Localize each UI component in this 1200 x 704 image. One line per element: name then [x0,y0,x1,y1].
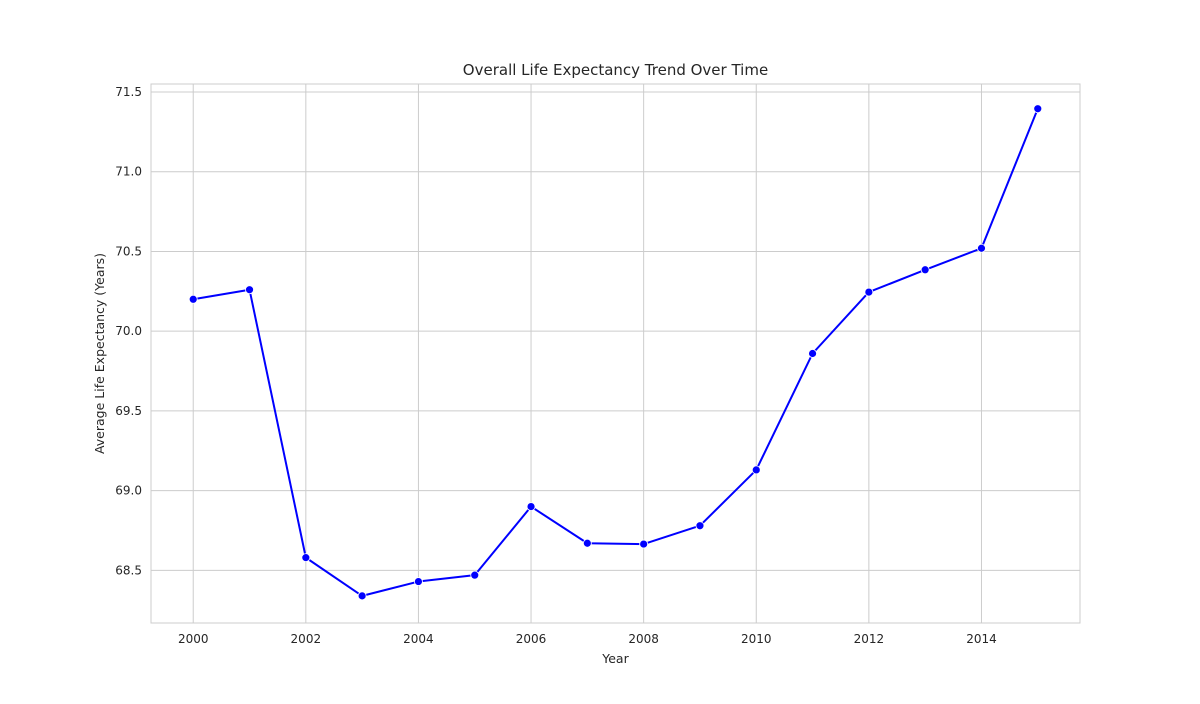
x-tick-label: 2002 [291,632,322,646]
data-point-marker [414,577,423,586]
data-point-marker [639,539,649,549]
data-point-marker [245,285,254,295]
data-point-marker [695,521,705,531]
data-point-marker [1033,104,1043,114]
x-tick-label: 2000 [178,632,209,646]
chart-title: Overall Life Expectancy Trend Over Time [463,61,768,79]
x-axis-label: Year [601,651,629,666]
data-point-marker [582,538,592,548]
y-tick-label: 68.5 [115,563,142,577]
y-tick-label: 71.0 [115,165,142,179]
x-gridlines [192,84,982,623]
data-point-marker [188,294,198,304]
series-layer [188,104,1043,601]
y-gridlines [151,91,1080,571]
data-point-marker [864,287,874,297]
data-point-marker [920,265,930,275]
x-tick-label: 2006 [516,632,547,646]
y-tick-label: 69.0 [115,484,142,498]
y-axis-label: Average Life Expectancy (Years) [92,253,107,454]
data-point-marker [808,349,817,358]
x-tick-label: 2008 [628,632,659,646]
y-tick-label: 71.5 [115,85,142,99]
x-tick-label: 2010 [741,632,772,646]
data-point-marker [977,243,986,253]
data-point-marker [526,502,536,511]
y-tick-label: 69.5 [115,404,142,418]
x-tick-label: 2012 [854,632,885,646]
series-line [193,108,1039,597]
data-point-marker [301,553,311,563]
data-point-marker [470,570,480,580]
x-tick-label: 2004 [403,632,434,646]
y-tick-label: 70.0 [115,324,142,338]
data-point-marker [751,465,761,475]
x-tick-labels: 2000 2002 2004 2006 2008 2010 2012 2014 [178,632,997,646]
x-tick-label: 2014 [966,632,997,646]
y-tick-label: 70.5 [115,244,142,258]
plot-frame [150,83,1081,624]
data-point-marker [357,591,367,601]
y-tick-labels: 68.5 69.0 69.5 70.0 70.5 71.0 71.5 [115,85,142,577]
